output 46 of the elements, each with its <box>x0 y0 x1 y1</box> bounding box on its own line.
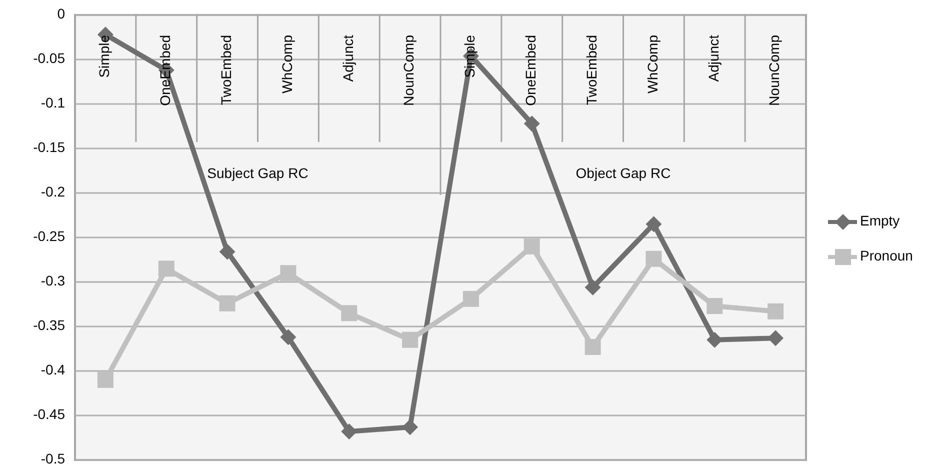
point <box>402 332 418 348</box>
x-tick-label: OneEmbed <box>522 35 539 106</box>
x-tick-label: NounComp <box>400 34 417 106</box>
y-tick-label: -0.35 <box>33 317 66 334</box>
point <box>219 244 236 260</box>
point <box>646 250 662 267</box>
y-tick-label: -0.4 <box>40 362 66 378</box>
point <box>158 260 174 277</box>
y-tick-label: -0.15 <box>33 139 66 156</box>
point <box>280 329 296 346</box>
y-tick-label: -0.5 <box>40 450 66 467</box>
y-tick-label: -0.3 <box>40 272 66 289</box>
y-tick-label: 0 <box>57 6 66 22</box>
x-tick-label: TwoEmbed <box>583 35 600 106</box>
y-tick-label: -0.45 <box>33 406 66 422</box>
y-tick-label: -0.2 <box>40 184 66 200</box>
legend-label: Empty <box>860 212 900 229</box>
point <box>462 290 479 307</box>
y-tick-label: -0.05 <box>33 50 66 66</box>
point <box>97 372 114 388</box>
point <box>524 116 540 132</box>
point <box>646 216 662 232</box>
annotation: Object Gap RC <box>576 165 671 181</box>
point <box>584 338 601 355</box>
point <box>219 295 236 312</box>
x-tick-label: Adjunct <box>705 34 722 82</box>
annotation: Subject Gap RC <box>207 165 308 181</box>
point <box>768 330 784 346</box>
x-tick-label: OneEmbed <box>157 35 174 106</box>
point <box>584 279 601 296</box>
x-tick-label: TwoEmbed <box>218 35 234 106</box>
point <box>341 305 358 322</box>
point <box>768 303 784 320</box>
x-tick-label: WhComp <box>278 34 295 94</box>
point <box>524 238 540 254</box>
y-tick-label: -0.1 <box>40 94 66 111</box>
y-tick-label: -0.25 <box>33 228 66 244</box>
x-tick-label: Adjunct <box>340 34 356 82</box>
legend-label: Pronoun <box>860 248 913 264</box>
x-tick-label: NounComp <box>766 34 782 106</box>
x-tick-label: Simple <box>462 34 478 78</box>
x-tick-label: Simple <box>96 34 112 78</box>
point <box>706 298 723 314</box>
point <box>402 419 418 436</box>
x-tick-label: WhComp <box>644 34 660 94</box>
point <box>280 265 296 282</box>
